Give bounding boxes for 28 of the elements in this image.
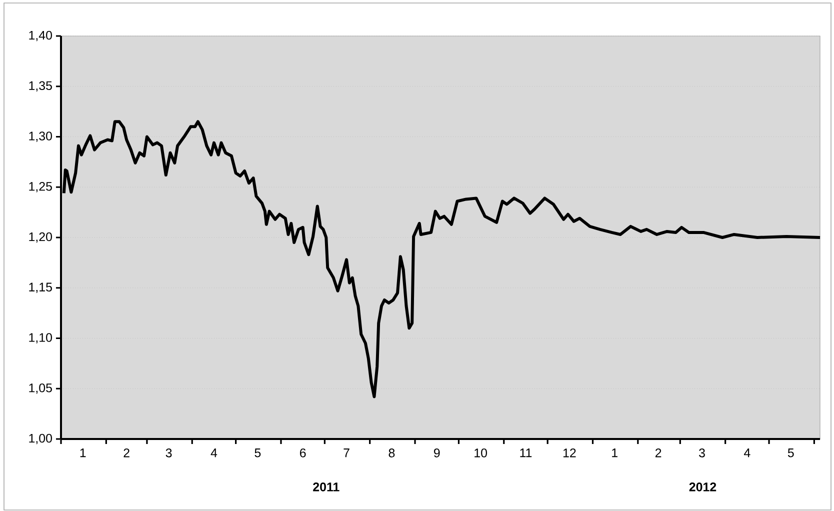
y-tick-label: 1,30 [29, 132, 52, 142]
x-tick-label: 3 [699, 448, 705, 458]
x-tick-label: 1 [80, 448, 86, 458]
x-tick-label: 2 [655, 448, 662, 458]
x-tick-label: 9 [434, 448, 440, 458]
y-tick-label: 1,25 [29, 182, 52, 192]
y-tick-label: 1,20 [29, 232, 52, 243]
x-tick-label: 1 [612, 448, 618, 458]
x-tick-label: 4 [210, 448, 218, 458]
x-tick-label: 10 [474, 448, 488, 458]
y-tick-label: 1,10 [29, 333, 52, 344]
y-tick-label: 1,00 [29, 434, 52, 444]
x-tick-label: 5 [254, 448, 261, 458]
y-tick-label: 1,35 [29, 81, 52, 92]
x-tick-label: 2 [124, 448, 130, 458]
x-tick-label: 5 [788, 448, 794, 458]
x-tick-label: 3 [166, 448, 172, 458]
y-tick-label: 1,15 [29, 282, 52, 293]
x-tick-label: 11 [520, 448, 532, 458]
y-tick-label: 1,05 [29, 383, 52, 394]
x-tick-label: 6 [300, 448, 306, 458]
x-tick-label: 7 [344, 448, 350, 458]
y-tick-label: 1,40 [29, 30, 52, 42]
x-tick-label: 12 [563, 448, 576, 458]
text: 2011 [313, 482, 340, 492]
text: 2012 [689, 482, 716, 492]
x-tick-label: 4 [744, 448, 750, 458]
x-tick-label: 8 [388, 448, 395, 458]
